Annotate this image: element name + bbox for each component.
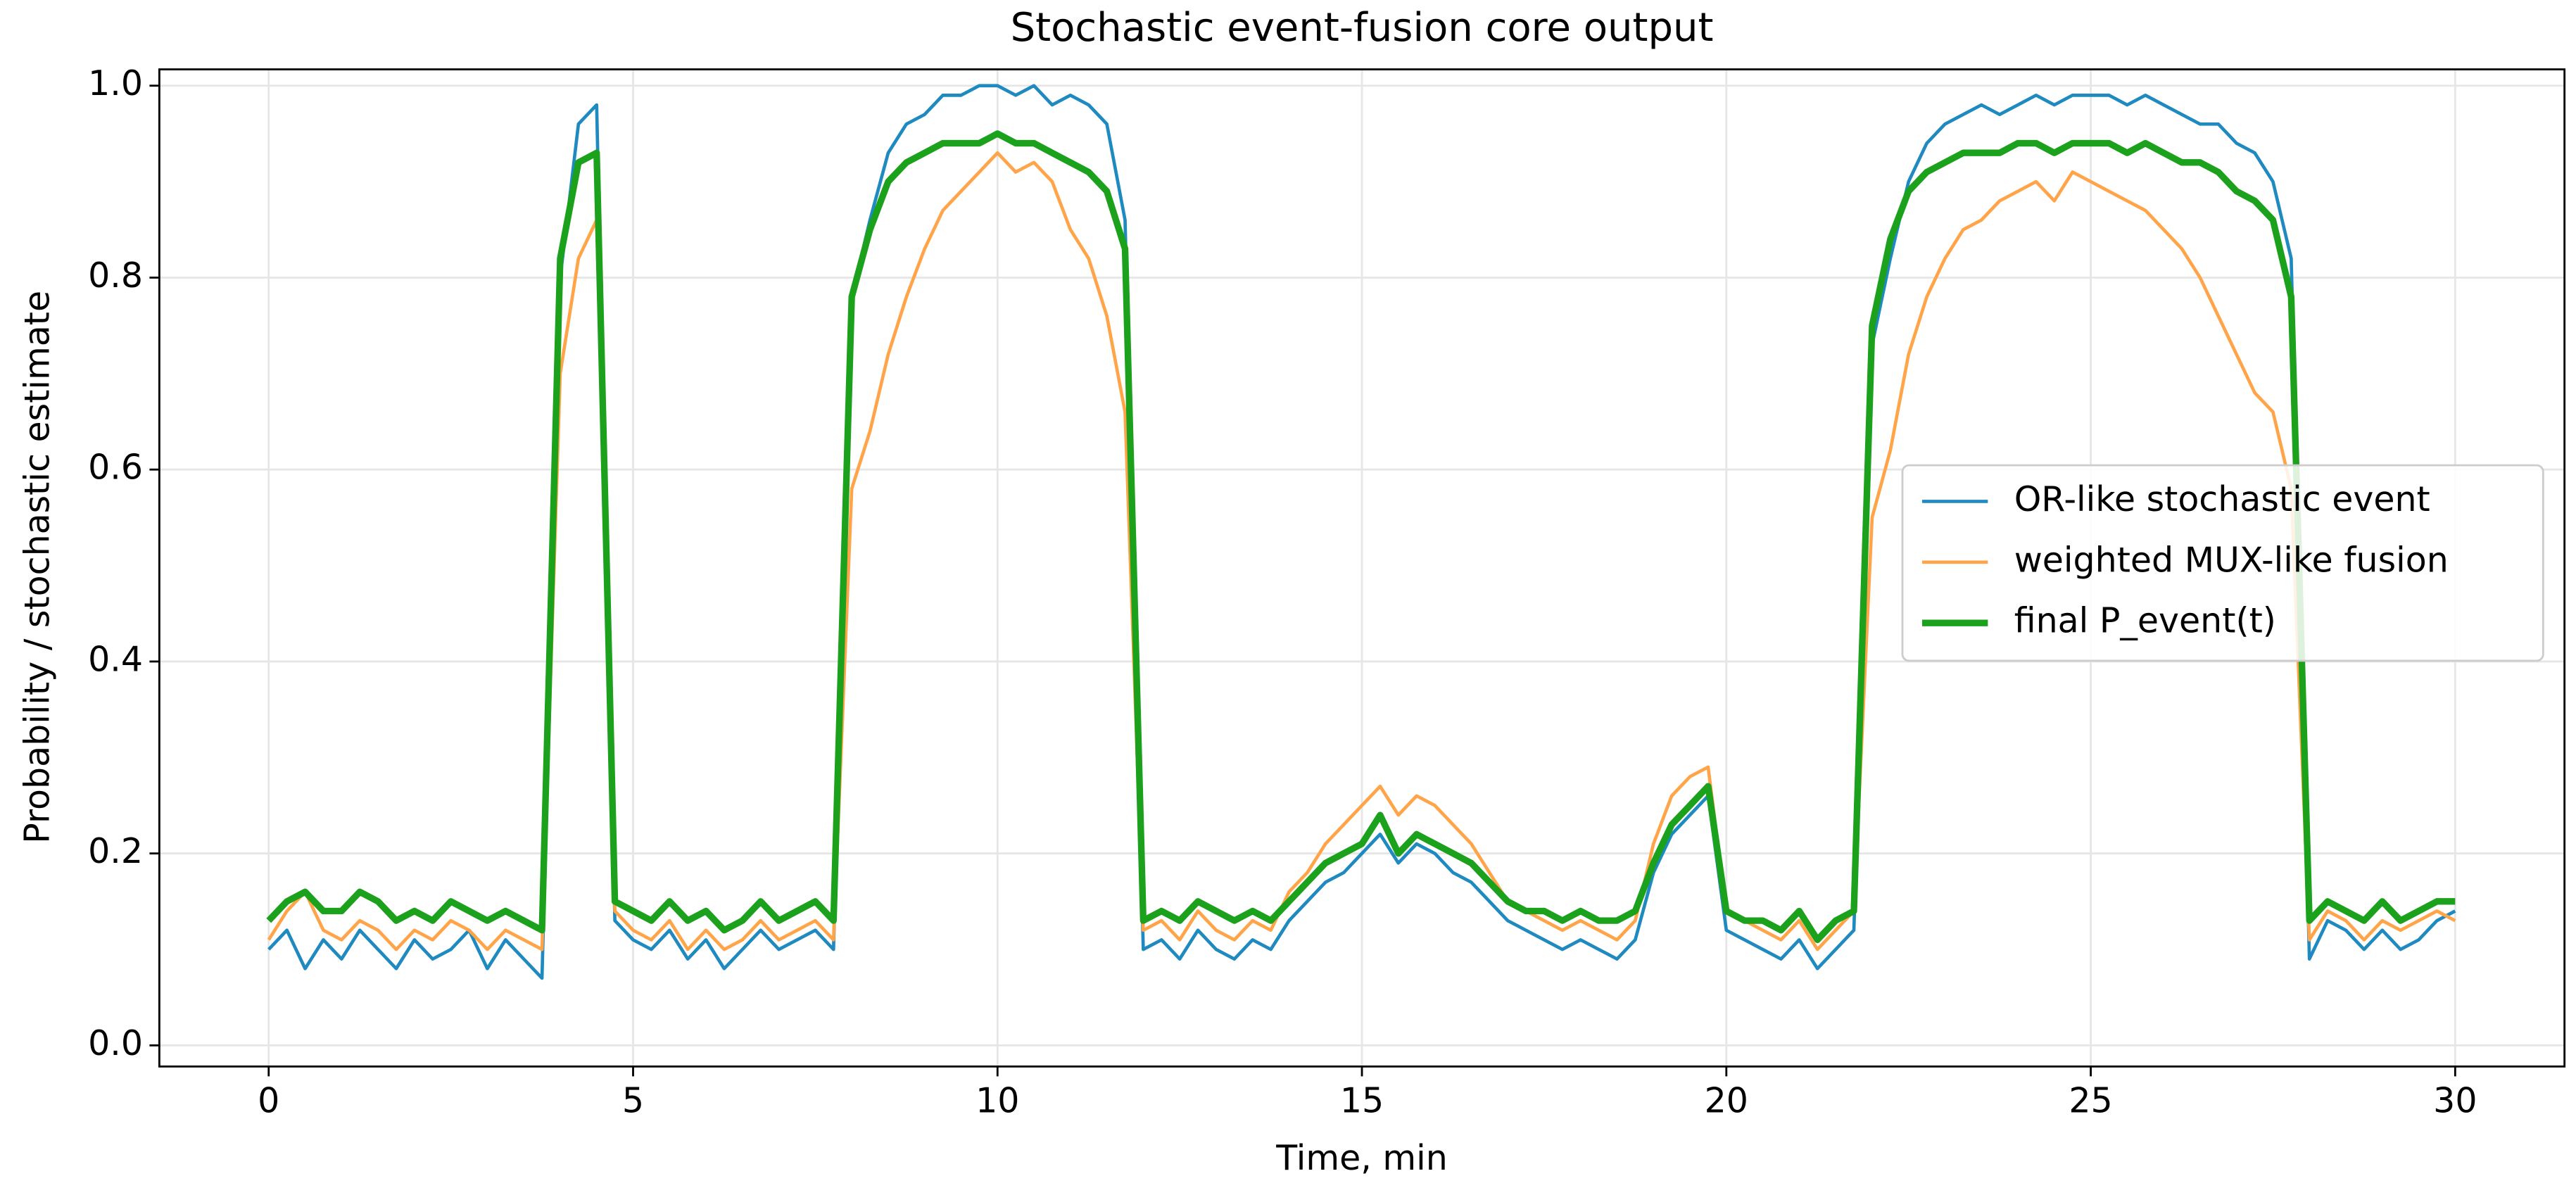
y-tick-label: 1.0 [88,63,143,103]
legend-label: OR-like stochastic event [2014,479,2430,519]
x-tick-label: 30 [2433,1080,2477,1120]
x-tick-label: 20 [1705,1080,1748,1120]
series-line [267,84,2456,980]
y-tick-label: 0.6 [88,448,143,488]
y-axis-label: Probability / stochastic estimate [18,291,58,844]
legend-label: weighted MUX-like fusion [2014,540,2449,580]
series-line [267,151,2456,951]
y-tick-label: 0.8 [88,255,143,296]
legend: OR-like stochastic event weighted MUX-lik… [1901,464,2544,662]
x-tick-label: 10 [976,1080,1019,1120]
y-tick-label: 0.4 [88,639,143,679]
y-tick-label: 0.0 [88,1023,143,1063]
x-tick-label: 0 [258,1080,279,1120]
plot-frame [158,68,2566,1068]
chart-title: Stochastic event-fusion core output [1011,5,1714,51]
x-tick-label: 5 [622,1080,644,1120]
x-tick-label: 25 [2069,1080,2112,1120]
x-axis-label: Time, min [1275,1138,1447,1178]
legend-label: final P_event(t) [2014,601,2276,641]
legend-box [1901,464,2544,662]
series-line [266,130,2456,944]
x-tick-label: 15 [1340,1080,1384,1120]
y-tick-label: 0.2 [88,831,143,871]
